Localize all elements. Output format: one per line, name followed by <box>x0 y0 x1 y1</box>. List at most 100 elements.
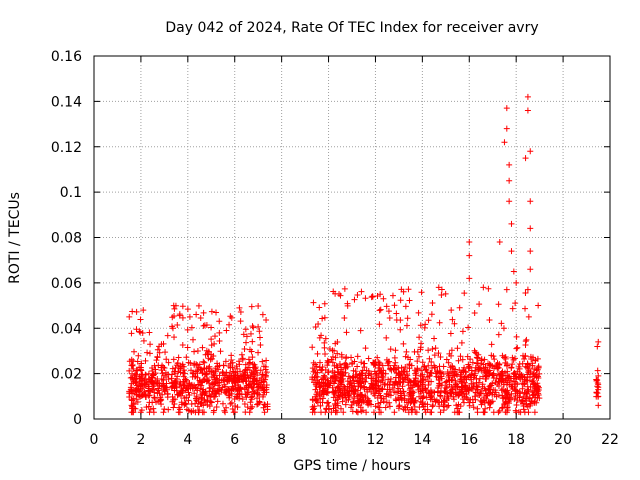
data-point <box>255 302 262 309</box>
data-point <box>226 321 233 328</box>
data-point <box>393 317 400 324</box>
data-point <box>435 284 442 291</box>
data-point <box>256 328 263 335</box>
data-point <box>396 402 403 409</box>
x-tick-label: 20 <box>554 432 572 448</box>
data-point <box>414 358 421 365</box>
data-point <box>404 315 411 322</box>
data-point <box>466 275 473 282</box>
data-point <box>461 364 468 371</box>
data-point <box>196 407 203 414</box>
data-point <box>435 388 442 395</box>
data-point <box>318 367 325 374</box>
data-point <box>460 367 467 374</box>
data-point <box>175 364 182 371</box>
data-point <box>456 304 463 311</box>
data-point <box>164 332 171 339</box>
data-point <box>383 356 390 363</box>
data-point <box>524 93 531 100</box>
data-point <box>451 320 458 327</box>
data-point <box>471 393 478 400</box>
data-point <box>408 406 415 413</box>
data-point <box>350 399 357 406</box>
data-point <box>191 390 198 397</box>
data-point <box>534 366 541 373</box>
data-point <box>521 376 528 383</box>
data-point <box>156 349 163 356</box>
data-point <box>377 399 384 406</box>
data-point <box>337 377 344 384</box>
data-point <box>179 342 186 349</box>
data-point <box>436 381 443 387</box>
data-point <box>185 397 192 404</box>
data-point <box>243 394 250 401</box>
data-point <box>435 398 442 405</box>
data-point <box>347 380 354 387</box>
data-point <box>519 380 526 387</box>
data-point <box>180 385 187 392</box>
data-point <box>429 299 436 306</box>
data-point <box>395 403 402 410</box>
data-point <box>412 397 419 404</box>
data-point <box>509 361 516 368</box>
data-point <box>257 385 264 392</box>
data-point <box>171 334 178 341</box>
data-point <box>529 354 536 361</box>
data-point <box>372 377 379 384</box>
data-point <box>177 390 184 397</box>
data-point <box>349 374 356 381</box>
data-point <box>470 383 477 390</box>
data-point <box>377 409 384 416</box>
data-point <box>248 348 255 355</box>
data-point <box>468 371 475 378</box>
data-point <box>512 371 519 378</box>
data-point <box>332 397 339 404</box>
data-point <box>312 377 319 384</box>
data-point <box>184 306 191 313</box>
data-point <box>233 363 240 370</box>
data-point <box>325 403 332 410</box>
data-point <box>186 313 193 320</box>
data-point <box>453 402 460 409</box>
data-point <box>177 365 184 372</box>
data-point <box>437 409 444 416</box>
data-point <box>141 388 148 395</box>
data-point <box>363 409 370 416</box>
data-point <box>355 399 362 406</box>
data-point <box>237 318 244 325</box>
data-point <box>485 369 492 376</box>
data-point <box>175 404 182 411</box>
data-point <box>503 125 510 132</box>
data-point <box>344 363 351 370</box>
data-point <box>500 379 507 386</box>
data-point <box>513 401 520 408</box>
data-point <box>212 378 219 385</box>
data-point <box>228 399 235 406</box>
data-point <box>351 383 358 390</box>
data-point <box>330 388 337 395</box>
data-point <box>522 353 529 360</box>
data-point <box>130 365 137 372</box>
data-point <box>216 318 223 325</box>
data-point <box>169 323 176 330</box>
y-tick-label: 0 <box>73 412 82 428</box>
data-point <box>259 311 266 318</box>
data-point <box>454 405 461 412</box>
data-point <box>465 324 472 331</box>
data-point <box>222 358 229 365</box>
y-tick-label: 0.04 <box>51 321 82 337</box>
data-point <box>247 399 254 406</box>
data-point <box>375 404 382 411</box>
data-point <box>129 397 136 404</box>
data-point <box>261 387 268 394</box>
data-point <box>160 377 167 384</box>
data-point <box>368 371 375 378</box>
data-point <box>387 376 394 383</box>
data-point <box>495 331 502 338</box>
data-point <box>253 377 260 384</box>
data-point <box>352 386 359 393</box>
data-point <box>260 404 267 411</box>
data-point <box>403 348 410 355</box>
data-point <box>254 395 261 402</box>
data-point <box>447 369 454 376</box>
